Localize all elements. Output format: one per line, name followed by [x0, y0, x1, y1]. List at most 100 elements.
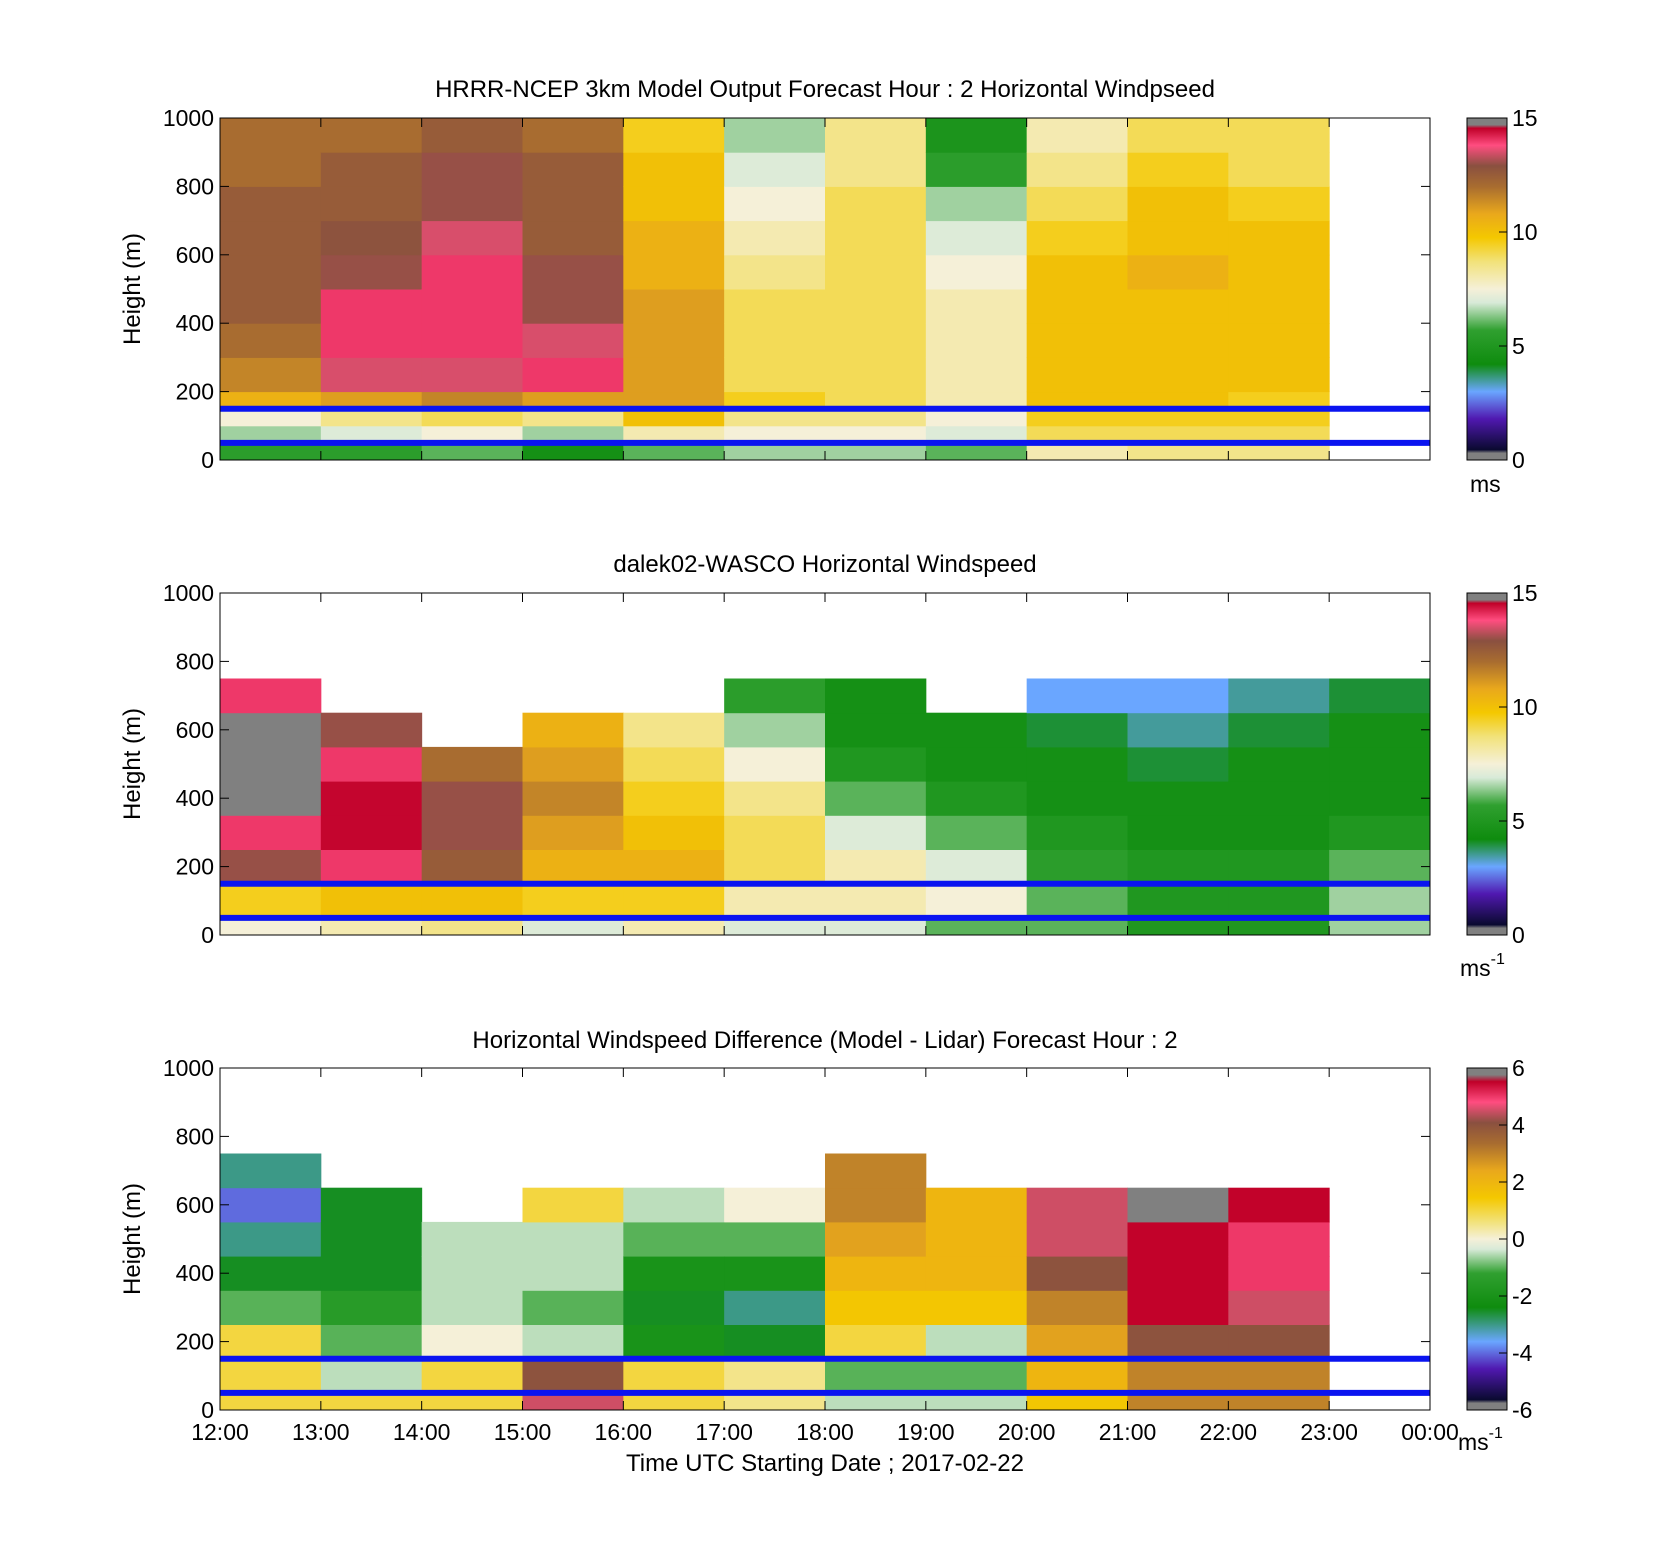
heatmap-cell — [421, 849, 523, 885]
heatmap-cell — [724, 1256, 826, 1291]
heatmap-cell — [220, 408, 322, 427]
panel-model-ylabel: Height (m) — [119, 233, 146, 345]
heatmap-cell — [320, 1290, 423, 1325]
y-tick-label: 1000 — [163, 1055, 214, 1081]
heatmap-cell — [320, 357, 423, 393]
heatmap-cell — [1026, 220, 1128, 256]
y-tick-label: 200 — [176, 379, 214, 405]
heatmap-cell — [421, 1256, 523, 1291]
panel-model: HRRR-NCEP 3km Model Output Forecast Hour… — [119, 76, 1538, 497]
heatmap-cell — [825, 1221, 927, 1257]
heatmap-cell — [522, 408, 624, 427]
heatmap-cell — [522, 220, 624, 256]
heatmap-cell — [522, 391, 624, 410]
heatmap-cell — [825, 1324, 927, 1360]
heatmap-cell — [220, 712, 322, 748]
heatmap-cell — [1026, 781, 1128, 816]
heatmap-cell — [623, 746, 725, 782]
heatmap-cell — [421, 1358, 523, 1394]
heatmap-cell — [1026, 1221, 1128, 1257]
heatmap-cell — [220, 1392, 322, 1410]
heatmap-cell — [1228, 746, 1330, 782]
heatmap-cell — [623, 1290, 725, 1325]
heatmap-cell — [623, 1358, 725, 1394]
colorbar-gradient — [1466, 592, 1508, 936]
colorbar-tick-label: -4 — [1512, 1340, 1533, 1366]
colorbar-tick-label: 10 — [1512, 694, 1538, 720]
colorbar-tick-label: 0 — [1512, 447, 1525, 473]
heatmap-cell — [522, 1256, 624, 1291]
heatmap-cell — [1228, 849, 1330, 885]
heatmap-cell — [1127, 1324, 1229, 1360]
heatmap-cell — [724, 917, 826, 935]
heatmap-cell — [724, 1187, 826, 1223]
heatmap-cell — [825, 118, 927, 153]
heatmap-cell — [925, 220, 1028, 256]
y-tick-label: 200 — [176, 1329, 214, 1355]
panel-lidar-cells — [220, 678, 1430, 935]
heatmap-cell — [421, 442, 523, 460]
heatmap-cell — [220, 323, 322, 358]
heatmap-cell — [1228, 425, 1330, 444]
heatmap-cell — [522, 186, 624, 222]
heatmap-cell — [825, 357, 927, 393]
colorbar-unit: ms-1 — [1458, 1425, 1503, 1455]
colorbar-gradient — [1466, 117, 1508, 461]
heatmap-cell — [320, 883, 423, 919]
heatmap-cell — [623, 391, 725, 410]
panel-lidar-xticks — [219, 593, 1431, 935]
heatmap-cell — [1127, 442, 1229, 460]
heatmap-cell — [1127, 1358, 1229, 1394]
heatmap-cell — [623, 357, 725, 393]
heatmap-cell — [925, 1290, 1028, 1325]
y-tick-label: 800 — [176, 1123, 214, 1149]
heatmap-cell — [320, 408, 423, 427]
heatmap-cell — [1026, 391, 1128, 410]
heatmap-cell — [220, 118, 322, 153]
heatmap-cell — [724, 1392, 826, 1410]
heatmap-cell — [925, 118, 1028, 153]
heatmap-cell — [724, 391, 826, 410]
heatmap-cell — [1127, 883, 1229, 919]
heatmap-cell — [623, 442, 725, 460]
heatmap-cell — [623, 1324, 725, 1360]
heatmap-cell — [925, 1392, 1028, 1410]
heatmap-cell — [1228, 1392, 1330, 1410]
heatmap-cell — [320, 1358, 423, 1394]
heatmap-cell — [825, 1153, 927, 1189]
y-tick-label: 1000 — [163, 105, 214, 131]
heatmap-cell — [1228, 1256, 1330, 1291]
heatmap-cell — [1026, 1187, 1128, 1223]
heatmap-cell — [421, 815, 523, 850]
panel-model-title: HRRR-NCEP 3km Model Output Forecast Hour… — [435, 76, 1215, 103]
heatmap-cell — [925, 357, 1028, 393]
heatmap-cell — [1228, 712, 1330, 748]
heatmap-cell — [724, 254, 826, 290]
panel-lidar-ylabel: Height (m) — [119, 708, 146, 820]
heatmap-cell — [1127, 746, 1229, 782]
heatmap-cell — [825, 1187, 927, 1223]
heatmap-cell — [724, 746, 826, 782]
heatmap-cell — [1329, 746, 1430, 782]
panel-difference-colorbar: -6 -4 -2 0 2 4 6 ms-1 — [1458, 1055, 1533, 1455]
heatmap-cell — [522, 1221, 624, 1257]
heatmap-cell — [320, 254, 423, 290]
heatmap-cell — [522, 1187, 624, 1223]
heatmap-cell — [724, 357, 826, 393]
heatmap-cell — [1228, 186, 1330, 222]
x-tick-label: 20:00 — [998, 1419, 1056, 1445]
heatmap-cell — [1228, 357, 1330, 393]
heatmap-cell — [825, 712, 927, 748]
heatmap-cell — [220, 391, 322, 410]
heatmap-cell — [825, 425, 927, 444]
heatmap-cell — [421, 1324, 523, 1360]
heatmap-cell — [825, 781, 927, 816]
heatmap-cell — [825, 815, 927, 850]
heatmap-cell — [220, 425, 322, 444]
heatmap-cell — [925, 781, 1028, 816]
heatmap-cell — [724, 815, 826, 850]
heatmap-cell — [724, 152, 826, 187]
heatmap-cell — [522, 118, 624, 153]
heatmap-cell — [220, 442, 322, 460]
heatmap-cell — [421, 289, 523, 324]
